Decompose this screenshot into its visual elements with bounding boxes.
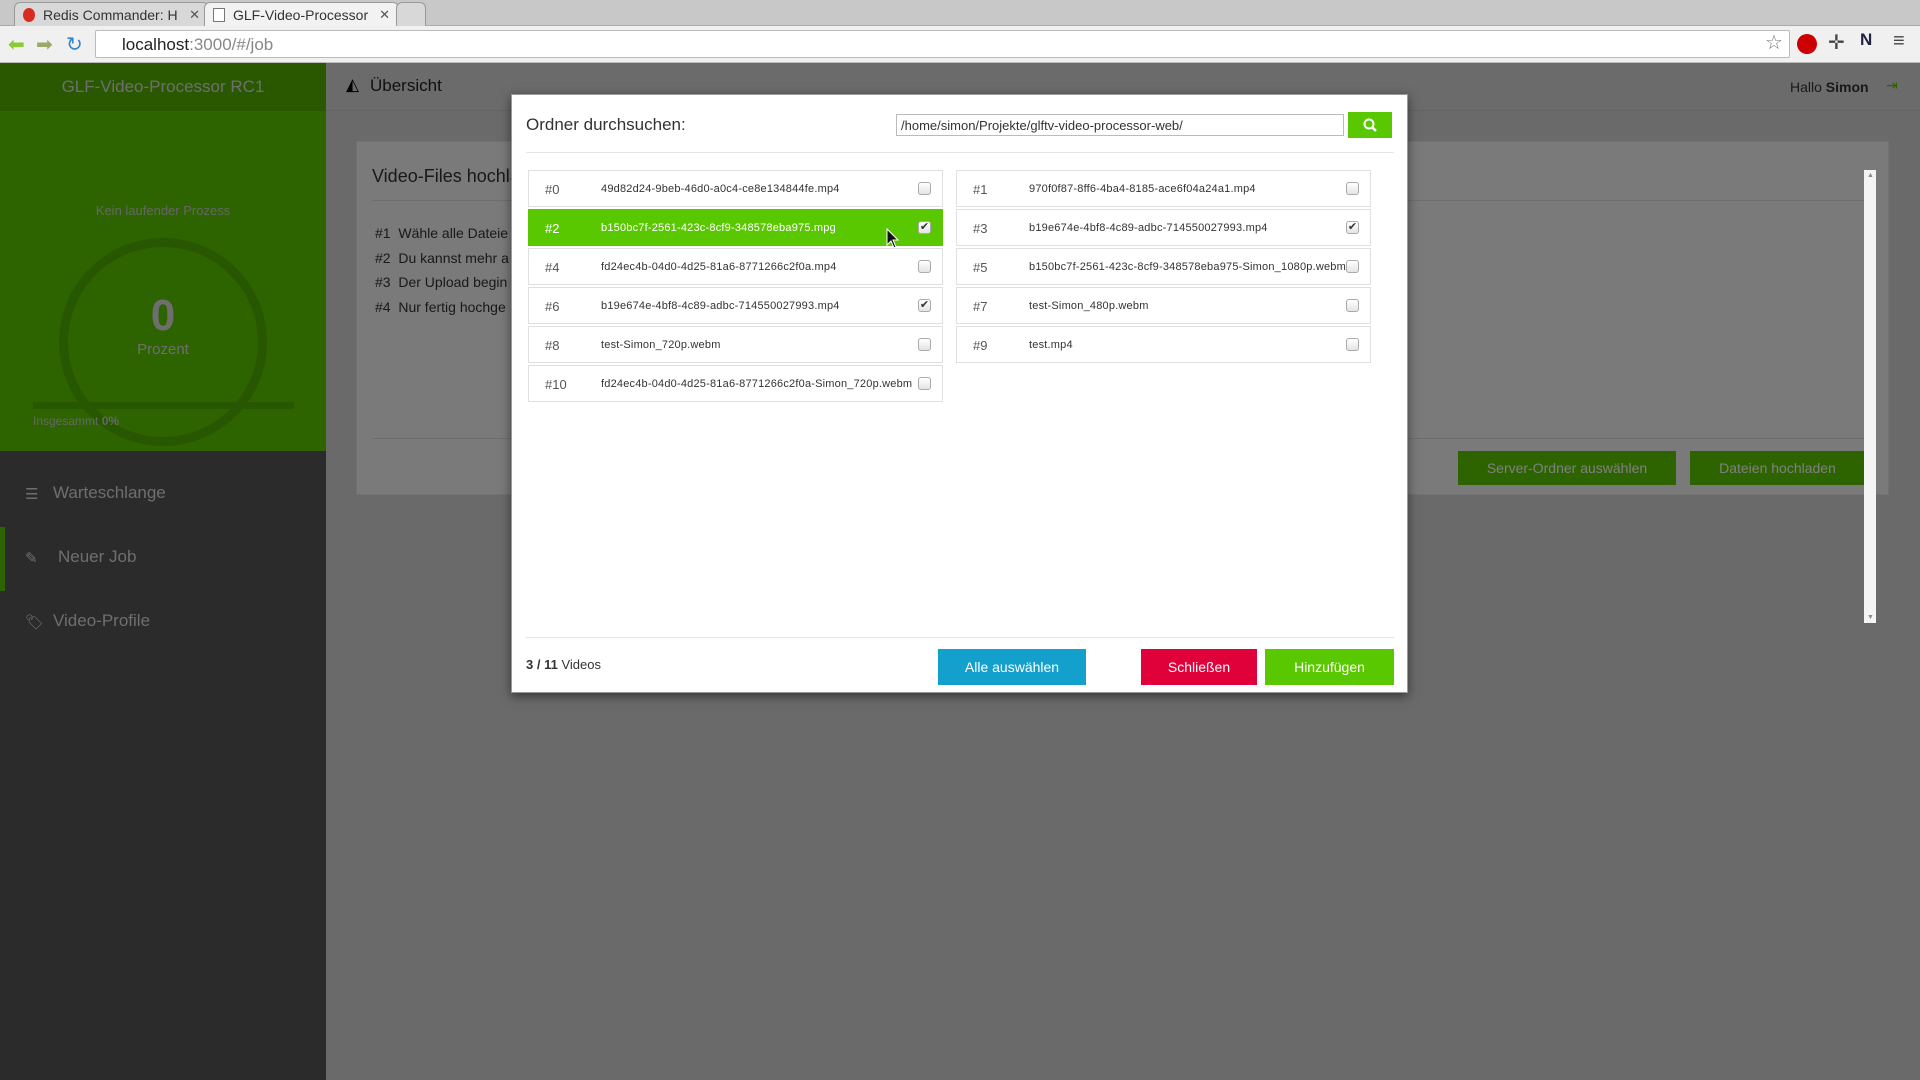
file-item[interactable]: #2 b150bc7f-2561-423c-8cf9-348578eba975.m… (528, 209, 943, 246)
file-checkbox[interactable] (918, 338, 931, 351)
adblock-icon[interactable] (1797, 34, 1817, 54)
file-checkbox[interactable] (918, 260, 931, 273)
file-item[interactable]: #0 49d82d24-9beb-46d0-a0c4-ce8e134844fe.m… (528, 170, 943, 207)
mouse-cursor-icon (886, 228, 900, 249)
file-item[interactable]: #6 b19e674e-4bf8-4c89-adbc-714550027993.m… (528, 287, 943, 324)
tab-glf-video-processor[interactable]: GLF-Video-Processor ✕ (204, 2, 399, 26)
file-name: b19e674e-4bf8-4c89-adbc-714550027993.mp4 (601, 300, 840, 312)
file-name: test-Simon_720p.webm (601, 339, 721, 351)
file-checkbox[interactable] (1346, 182, 1359, 195)
folder-browser-modal: Ordner durchsuchen: #0 49d82d24-9beb-46d0… (511, 94, 1876, 693)
file-checkbox[interactable] (1346, 260, 1359, 273)
search-icon (1363, 118, 1377, 132)
file-index: #9 (973, 338, 988, 353)
file-index: #0 (545, 182, 560, 197)
forward-icon[interactable]: ➡ (36, 34, 53, 56)
file-name: test-Simon_480p.webm (1029, 300, 1149, 312)
close-tab-icon[interactable]: ✕ (189, 7, 200, 22)
extension-icon[interactable]: ✛ (1828, 32, 1845, 54)
modal-title: Ordner durchsuchen: (526, 115, 686, 134)
file-index: #5 (973, 260, 988, 275)
search-button[interactable] (1348, 112, 1392, 138)
file-name: fd24ec4b-04d0-4d25-81a6-8771266c2f0a.mp4 (601, 261, 837, 273)
file-name: test.mp4 (1029, 339, 1073, 351)
file-index: #10 (545, 377, 567, 392)
file-item[interactable]: #1 970f0f87-8ff6-4ba4-8185-ace6f04a24a1.m… (956, 170, 1371, 207)
file-name: 970f0f87-8ff6-4ba4-8185-ace6f04a24a1.mp4 (1029, 183, 1256, 195)
file-checkbox[interactable] (918, 377, 931, 390)
divider (526, 152, 1394, 153)
divider (526, 637, 1394, 638)
file-index: #7 (973, 299, 988, 314)
url-input[interactable]: localhost:3000/#/job (95, 30, 1790, 58)
file-index: #1 (973, 182, 988, 197)
file-item[interactable]: #3 b19e674e-4bf8-4c89-adbc-714550027993.m… (956, 209, 1371, 246)
file-name: b19e674e-4bf8-4c89-adbc-714550027993.mp4 (1029, 222, 1268, 234)
file-checkbox[interactable] (1346, 299, 1359, 312)
file-index: #8 (545, 338, 560, 353)
tab-redis-commander[interactable]: Redis Commander: H ✕ (14, 2, 209, 26)
file-index: #6 (545, 299, 560, 314)
file-list: #0 49d82d24-9beb-46d0-a0c4-ce8e134844fe.m… (528, 170, 1394, 623)
redis-icon (23, 8, 35, 22)
selection-count: 3 / 11 Videos (526, 657, 601, 672)
menu-icon[interactable]: ≡ (1893, 30, 1905, 52)
file-index: #2 (545, 221, 560, 236)
bookmark-star-icon[interactable]: ☆ (1765, 32, 1783, 54)
file-checkbox[interactable]: ✔ (918, 221, 931, 234)
close-button[interactable]: Schließen (1141, 649, 1257, 685)
file-name: fd24ec4b-04d0-4d25-81a6-8771266c2f0a-Sim… (601, 378, 913, 390)
file-checkbox[interactable]: ✔ (1346, 221, 1359, 234)
close-tab-icon[interactable]: ✕ (379, 7, 390, 22)
file-item[interactable]: #5 b150bc7f-2561-423c-8cf9-348578eba975-S… (956, 248, 1371, 285)
scrollbar[interactable]: ▲ ▼ (1864, 170, 1876, 623)
folder-path-input[interactable] (896, 114, 1344, 136)
browser-tab-bar: Redis Commander: H ✕ GLF-Video-Processor ✕ (0, 0, 1920, 26)
file-item[interactable]: #9 test.mp4 (956, 326, 1371, 363)
reload-icon[interactable]: ↻ (66, 34, 83, 56)
file-index: #4 (545, 260, 560, 275)
page-icon (213, 8, 225, 22)
file-item[interactable]: #8 test-Simon_720p.webm (528, 326, 943, 363)
select-all-button[interactable]: Alle auswählen (938, 649, 1086, 685)
file-name: b150bc7f-2561-423c-8cf9-348578eba975-Sim… (1029, 261, 1346, 273)
file-item[interactable]: #7 test-Simon_480p.webm (956, 287, 1371, 324)
file-name: 49d82d24-9beb-46d0-a0c4-ce8e134844fe.mp4 (601, 183, 840, 195)
file-checkbox[interactable] (918, 182, 931, 195)
address-bar-row: ⬅ ➡ ↻ localhost:3000/#/job ☆ ✛ N ≡ (0, 26, 1920, 63)
extension-n-icon[interactable]: N (1860, 30, 1873, 49)
file-checkbox[interactable]: ✔ (918, 299, 931, 312)
back-icon[interactable]: ⬅ (8, 34, 25, 56)
file-name: b150bc7f-2561-423c-8cf9-348578eba975.mpg (601, 222, 836, 234)
file-item[interactable]: #10 fd24ec4b-04d0-4d25-81a6-8771266c2f0a-… (528, 365, 943, 402)
file-item[interactable]: #4 fd24ec4b-04d0-4d25-81a6-8771266c2f0a.m… (528, 248, 943, 285)
file-checkbox[interactable] (1346, 338, 1359, 351)
file-index: #3 (973, 221, 988, 236)
new-tab-button[interactable] (396, 2, 426, 26)
add-button[interactable]: Hinzufügen (1265, 649, 1394, 685)
